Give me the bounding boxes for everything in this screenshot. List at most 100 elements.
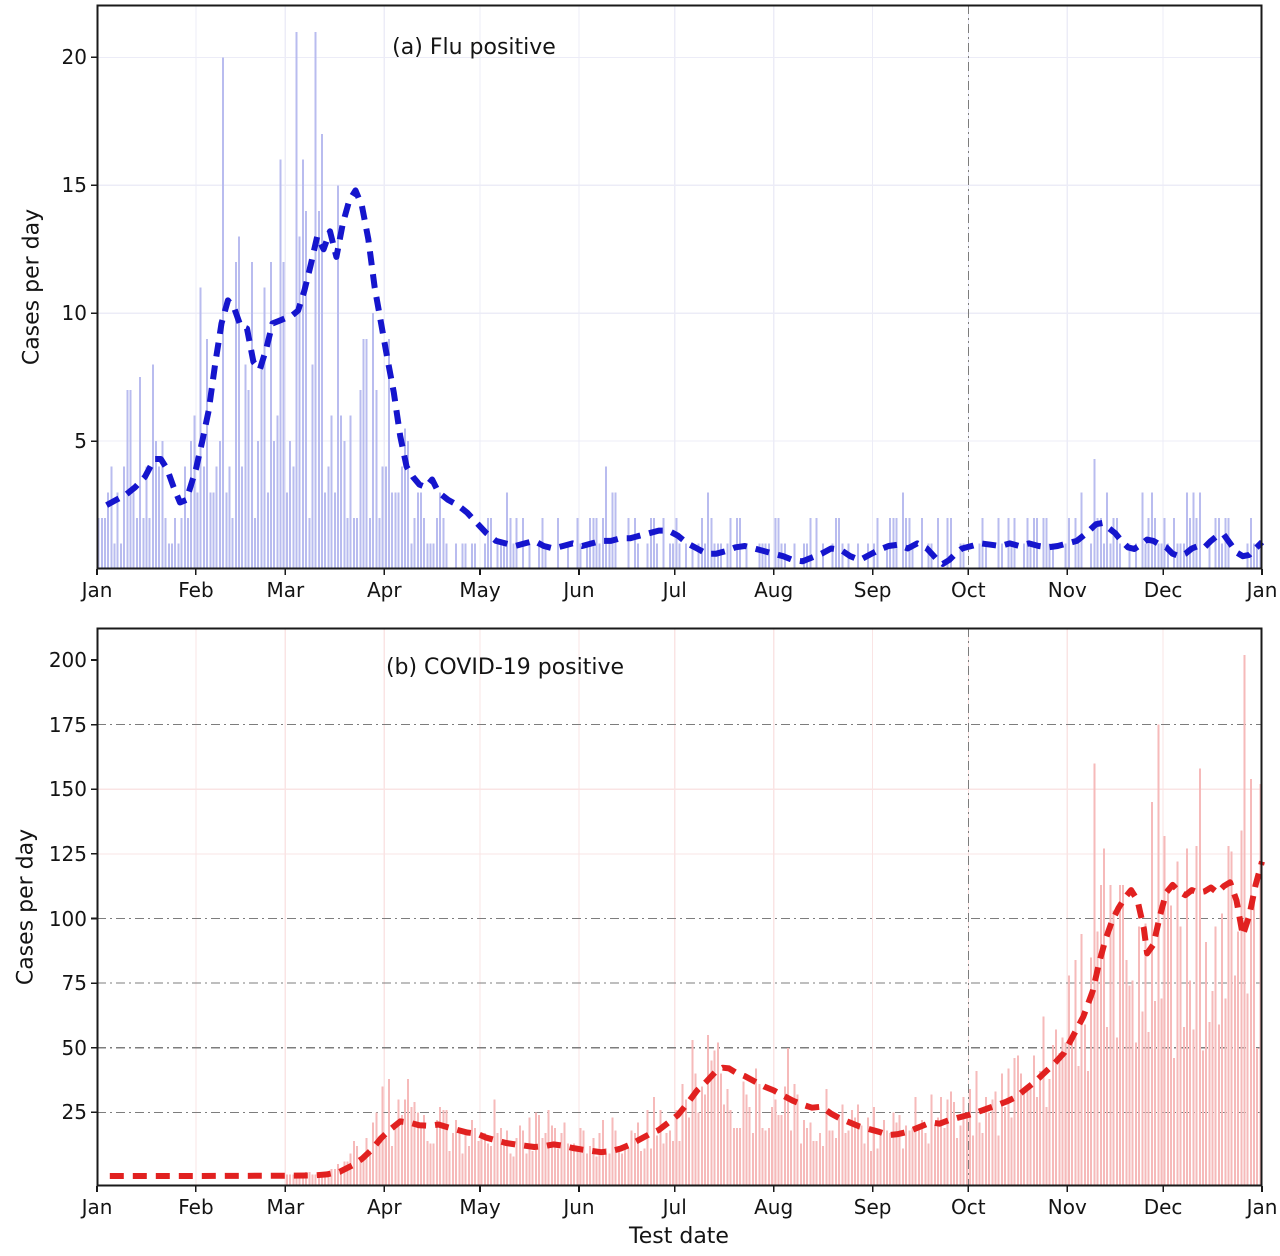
case-bar [298,1174,301,1186]
y-tick-label: 200 [48,648,87,672]
case-bar [879,1135,882,1186]
case-bar [1221,913,1224,1186]
case-bar [678,1140,681,1186]
case-bar [503,1140,505,1186]
case-bar [608,1153,611,1186]
case-bar [512,543,515,569]
case-bar [531,1151,534,1186]
case-bar [1042,1016,1045,1186]
case-bar [688,1117,691,1186]
case-bar [777,517,780,569]
case-bar [356,517,359,569]
case-bar [787,1047,789,1187]
case-bar [391,492,394,569]
case-bar [579,1127,582,1186]
case-bar [503,543,505,569]
case-bar [247,389,250,569]
case-bar [432,1143,435,1186]
case-bar [1103,848,1105,1186]
case-bar [442,1109,445,1186]
case-bar [806,1127,809,1186]
case-bar [1198,492,1201,569]
case-bar [324,492,327,569]
case-bar [601,517,604,569]
case-bar [1253,897,1255,1186]
case-bar [100,517,103,569]
case-bar [825,1089,828,1186]
case-bar [321,1174,323,1186]
case-bar [1074,959,1077,1186]
case-bar [321,134,323,569]
case-bar [595,517,598,569]
case-bar [190,441,193,569]
y-tick-label: 50 [61,1035,87,1060]
case-bar [110,466,113,569]
case-bar [1128,985,1131,1186]
case-bar [589,1146,592,1186]
case-bar [435,517,438,569]
case-bar [263,287,266,569]
case-bar [914,1096,917,1186]
case-bar [844,1133,847,1186]
case-bar [1163,835,1166,1186]
case-bar [518,1125,521,1186]
x-tick-label: Dec [1143,1195,1183,1219]
case-bar [962,1096,965,1186]
case-bar [1045,1107,1048,1186]
case-bar [1096,931,1099,1186]
case-bar [1115,517,1118,569]
case-bar [490,1146,493,1186]
case-bar [729,517,732,569]
case-bar [1208,1021,1211,1186]
case-bar [340,1169,343,1186]
case-bar [397,492,400,569]
case-bar [857,543,860,569]
case-bar [662,517,665,569]
case-bar [809,1122,812,1186]
x-tick-label: Jun [563,1195,595,1219]
case-bar [927,1143,930,1186]
case-bar [439,1107,442,1186]
case-bar [474,1127,477,1186]
case-bar [1182,1027,1185,1186]
case-bar [921,1120,924,1186]
case-bar [1154,1001,1157,1186]
case-bar [1103,543,1105,569]
case-bar [218,441,221,569]
case-bar [1192,492,1195,569]
case-bar [1138,926,1141,1186]
case-bar [834,1138,837,1186]
case-bar [538,543,541,569]
case-bar [426,1140,429,1186]
case-bar [617,1146,620,1186]
case-bar [119,543,122,569]
case-bar [375,389,378,569]
case-bar [461,543,464,569]
case-bar [841,1104,844,1186]
case-bar [557,1148,560,1186]
case-bar [1026,1089,1029,1186]
case-bar [678,543,681,569]
case-bar [742,1081,745,1186]
case-bar [1048,543,1051,569]
case-bar [991,1099,994,1186]
case-bar [582,1130,585,1186]
case-bar [1106,492,1109,569]
case-bar [499,543,502,569]
case-bar [490,517,493,569]
case-bar [1195,846,1198,1186]
trend-line [105,187,1265,567]
case-bar [665,1133,668,1186]
case-bar [818,1133,821,1186]
case-bar [831,1130,834,1186]
case-bar [308,517,311,569]
case-bar [758,1083,761,1186]
case-bar [107,492,110,569]
case-bar [809,517,812,569]
x-tick-label: Sep [853,1195,892,1219]
case-bar [420,492,422,569]
case-bar [151,364,154,569]
case-bar [627,517,630,569]
case-bar [1230,851,1233,1186]
case-bar [352,1140,355,1186]
